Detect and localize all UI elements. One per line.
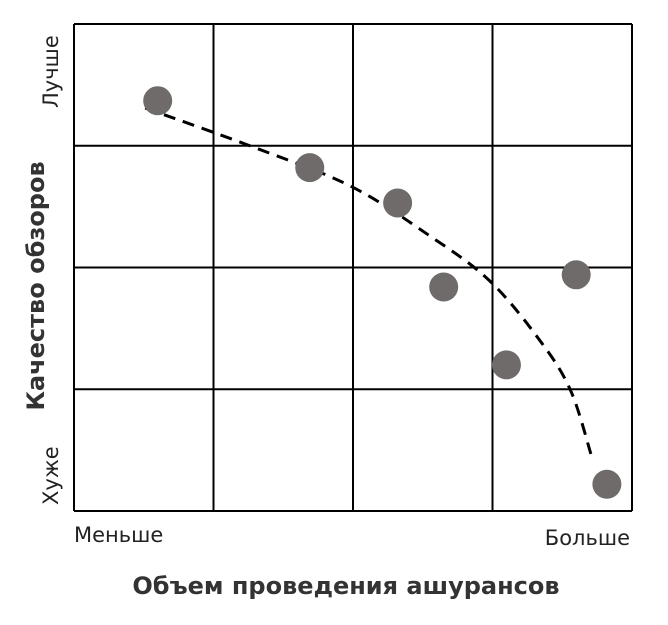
data-point — [592, 469, 622, 499]
trend-line — [144, 106, 593, 457]
x-axis-title: Объем проведения ашурансов — [132, 572, 559, 600]
y-tick-high: Лучше — [39, 35, 63, 108]
grid — [73, 23, 633, 512]
data-point — [143, 86, 173, 116]
x-tick-high: Больше — [545, 526, 630, 550]
data-point — [561, 260, 591, 290]
y-tick-low: Хуже — [39, 446, 63, 505]
data-point — [383, 188, 413, 218]
x-tick-low: Меньше — [74, 523, 163, 547]
y-axis-title: Качество обзоров — [22, 161, 50, 410]
data-points — [143, 86, 622, 499]
data-point — [429, 272, 459, 302]
data-point — [491, 350, 521, 380]
data-point — [295, 153, 325, 183]
